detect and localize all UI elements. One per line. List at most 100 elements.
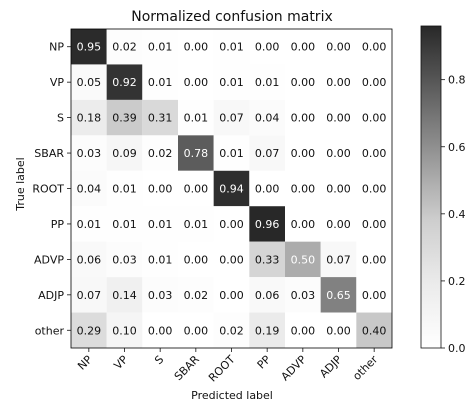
y-tick-label: other [35,324,65,337]
cell-value-label: 0.01 [219,76,244,89]
heatmap-cell [320,64,357,100]
cell-value-label: 0.06 [255,289,280,302]
cell-value-label: 0.01 [148,76,173,89]
heatmap-cell [71,29,107,65]
cell-value-label: 0.00 [184,253,209,266]
cell-value-label: 0.03 [148,289,173,302]
cell-value-label: 0.01 [219,41,244,54]
heatmap-cell [249,170,285,207]
y-tick-label: NP [49,41,64,54]
cell-value-label: 0.04 [77,183,102,196]
heatmap-cell [178,29,214,65]
heatmap-cell [320,29,357,65]
cell-value-label: 0.01 [255,76,280,89]
x-tick-label: PP [255,353,274,372]
heatmap-cell [142,241,178,278]
cell-value-label: 0.00 [362,289,387,302]
heatmap-cell [142,277,178,313]
heatmap-cell [285,241,321,278]
cell-value-label: 0.92 [112,76,137,89]
heatmap-cell [285,64,321,100]
cell-value-label: 0.00 [362,183,387,196]
cell-value-label: 0.04 [255,112,280,125]
heatmap-cell [213,29,250,65]
cell-value-label: 0.00 [326,76,351,89]
x-tick-label: S [152,353,166,367]
cell-value-label: 0.00 [326,147,351,160]
cell-value-label: 0.03 [77,147,102,160]
y-tick-label: ADJP [38,289,64,302]
y-tick-label: S [57,112,64,125]
heatmap-cell [249,277,285,313]
cell-value-label: 0.00 [219,218,244,231]
x-axis-ticks: NP VP S SBAR ROOT PP ADVP ADJP other [75,348,381,385]
cell-value-label: 0.00 [362,218,387,231]
y-axis-label: True label [14,157,27,211]
cell-value-label: 0.01 [112,218,137,231]
cell-value-label: 0.02 [219,324,244,337]
x-tick-label: ROOT [206,353,238,385]
heatmap-cell [285,277,321,313]
cell-value-label: 0.96 [255,218,280,231]
cell-value-label: 0.00 [326,112,351,125]
cell-value-label: 0.95 [77,41,102,54]
heatmap-cell [71,64,107,100]
heatmap-cell [213,135,250,171]
heatmap-cell [106,241,143,278]
heatmap-cell [142,64,178,100]
heatmap-cell [356,99,392,136]
heatmap-cell [178,170,214,207]
cell-value-label: 0.00 [184,324,209,337]
cell-value-label: 0.19 [255,324,280,337]
cell-value-label: 0.03 [291,289,316,302]
cell-value-label: 0.18 [77,112,102,125]
heatmap-cell [356,206,392,242]
cell-value-label: 0.07 [255,147,280,160]
cell-value-label: 0.00 [326,41,351,54]
heatmap-cell [320,170,357,207]
cell-value-label: 0.01 [148,218,173,231]
y-tick-label: ROOT [32,183,64,196]
heatmap-cell [106,99,143,136]
colorbar-scale [420,25,442,349]
cell-value-label: 0.06 [77,253,102,266]
heatmap-cell [106,206,143,242]
cell-value-label: 0.01 [184,218,209,231]
heatmap-cell [356,277,392,313]
x-tick-label: ADJP [317,353,345,381]
cell-value-label: 0.00 [255,183,280,196]
cell-value-label: 0.00 [291,112,316,125]
heatmap-cell [71,135,107,171]
heatmap-cell [320,99,357,136]
cell-value-label: 0.00 [148,324,173,337]
cell-value-label: 0.05 [77,76,102,89]
heatmap-cells [71,29,392,348]
cell-value-label: 0.00 [326,324,351,337]
heatmap-cell [285,206,321,242]
heatmap-labels: 0.95 0.02 0.01 0.00 0.01 0.00 0.00 0.00 0.00 0.05… [77,41,387,338]
colorbar-tick-label: 0.4 [448,208,466,221]
cell-value-label: 0.00 [362,147,387,160]
cell-value-label: 0.14 [112,289,137,302]
heatmap-cell [356,64,392,100]
cell-value-label: 0.00 [291,41,316,54]
y-tick-label: SBAR [34,147,64,160]
heatmap-cell [71,312,107,348]
cell-value-label: 0.50 [291,253,316,266]
heatmap-cell [320,277,357,313]
heatmap-cell [285,135,321,171]
cell-value-label: 0.00 [219,289,244,302]
cell-value-label: 0.00 [291,324,316,337]
heatmap-cell [213,170,250,207]
cell-value-label: 0.00 [326,183,351,196]
cell-value-label: 0.40 [362,324,387,337]
cell-value-label: 0.10 [112,324,137,337]
heatmap-cell [249,135,285,171]
heatmap-cell [106,135,143,171]
heatmap-cell [285,29,321,65]
heatmap-cell [71,99,107,136]
colorbar-tick-label: 0.0 [448,342,466,355]
heatmap-cell [320,135,357,171]
x-axis-label: Predicted label [191,389,273,402]
heatmap-cell [178,206,214,242]
